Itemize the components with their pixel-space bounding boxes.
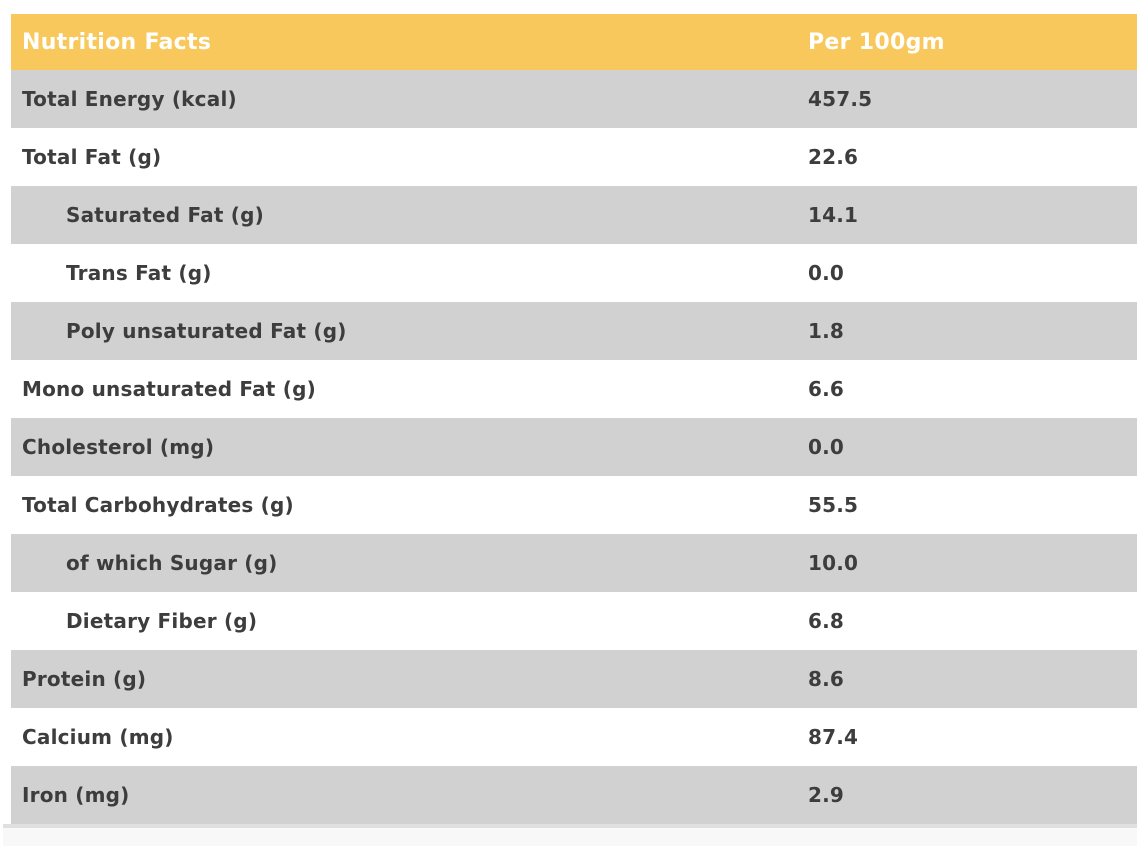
nutrient-label: Total Fat (g): [11, 128, 797, 186]
table-row: Total Carbohydrates (g) 55.5: [11, 476, 1137, 534]
nutrient-value: 1.8: [797, 302, 1137, 360]
next-section-strip: [3, 824, 1137, 846]
nutrient-label: Protein (g): [11, 650, 797, 708]
table-row: Total Energy (kcal) 457.5: [11, 70, 1137, 128]
nutrition-facts-table: Nutrition Facts Per 100gm Total Energy (…: [11, 14, 1137, 824]
header-cell-per-100gm: Per 100gm: [797, 14, 1137, 70]
nutrient-value: 8.6: [797, 650, 1137, 708]
nutrient-label: Total Carbohydrates (g): [11, 476, 797, 534]
nutrient-value: 6.8: [797, 592, 1137, 650]
table-row: Dietary Fiber (g) 6.8: [11, 592, 1137, 650]
nutrient-value: 0.0: [797, 418, 1137, 476]
nutrient-label: Iron (mg): [11, 766, 797, 824]
nutrient-value: 0.0: [797, 244, 1137, 302]
table-row: Mono unsaturated Fat (g) 6.6: [11, 360, 1137, 418]
nutrient-value: 55.5: [797, 476, 1137, 534]
nutrient-label: Poly unsaturated Fat (g): [11, 302, 797, 360]
header-cell-nutrition-facts: Nutrition Facts: [11, 14, 797, 70]
table-row: Cholesterol (mg) 0.0: [11, 418, 1137, 476]
nutrient-label: Saturated Fat (g): [11, 186, 797, 244]
nutrition-table-body: Total Energy (kcal) 457.5 Total Fat (g) 22.…: [11, 70, 1137, 824]
table-row: Poly unsaturated Fat (g) 1.8: [11, 302, 1137, 360]
nutrient-value: 457.5: [797, 70, 1137, 128]
table-row: Calcium (mg) 87.4: [11, 708, 1137, 766]
nutrient-label: Trans Fat (g): [11, 244, 797, 302]
nutrient-label: Dietary Fiber (g): [11, 592, 797, 650]
nutrient-value: 22.6: [797, 128, 1137, 186]
nutrient-label: Calcium (mg): [11, 708, 797, 766]
nutrient-label: of which Sugar (g): [11, 534, 797, 592]
nutrient-value: 2.9: [797, 766, 1137, 824]
table-row: Protein (g) 8.6: [11, 650, 1137, 708]
nutrient-label: Cholesterol (mg): [11, 418, 797, 476]
table-header: Nutrition Facts Per 100gm: [11, 14, 1137, 70]
nutrient-value: 10.0: [797, 534, 1137, 592]
table-row: Iron (mg) 2.9: [11, 766, 1137, 824]
nutrient-value: 87.4: [797, 708, 1137, 766]
nutrient-value: 14.1: [797, 186, 1137, 244]
table-row: Saturated Fat (g) 14.1: [11, 186, 1137, 244]
nutrient-label: Total Energy (kcal): [11, 70, 797, 128]
table-header-row: Nutrition Facts Per 100gm: [11, 14, 1137, 70]
nutrient-value: 6.6: [797, 360, 1137, 418]
nutrient-label: Mono unsaturated Fat (g): [11, 360, 797, 418]
table-row: Total Fat (g) 22.6: [11, 128, 1137, 186]
table-row: of which Sugar (g) 10.0: [11, 534, 1137, 592]
table-row: Trans Fat (g) 0.0: [11, 244, 1137, 302]
